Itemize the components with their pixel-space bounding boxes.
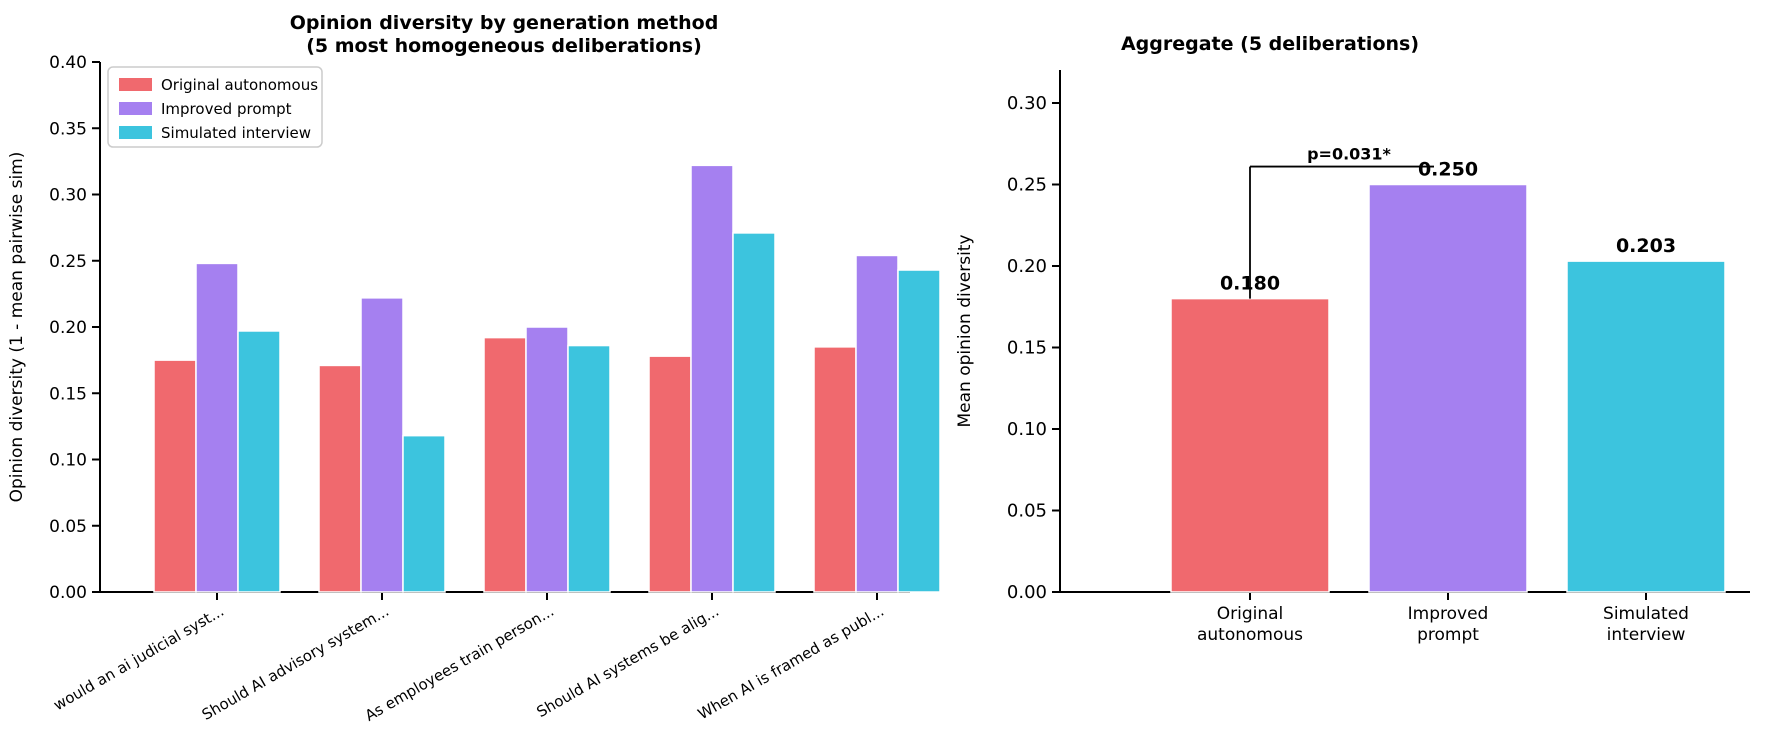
legend-label: Improved prompt <box>161 100 292 118</box>
legend-label: Simulated interview <box>161 124 311 142</box>
bar-simulated-interview <box>402 434 446 593</box>
legend-swatch <box>119 102 152 115</box>
right-chart-title: Aggregate (5 deliberations) <box>1121 33 1419 55</box>
y-tick-label: 0.40 <box>49 53 87 73</box>
x-tick-label: autonomous <box>1197 625 1303 645</box>
right-y-axis-label: Mean opinion diversity <box>955 234 975 427</box>
y-tick-label: 0.10 <box>49 451 87 471</box>
left-chart-title: Opinion diversity by generation method <box>290 12 719 34</box>
left-chart: Opinion diversity by generation method (… <box>7 12 941 725</box>
bar-improved-prompt <box>525 326 569 593</box>
left-y-axis-label: Opinion diversity (1 - mean pairwise sim… <box>7 152 27 503</box>
x-tick-label: Improved <box>1408 604 1489 624</box>
significance-p-value-label: p=0.031* <box>1307 145 1391 164</box>
bar-simulated-interview <box>897 269 941 593</box>
aggregate-bar <box>1170 297 1330 593</box>
y-tick-label: 0.20 <box>49 318 87 338</box>
x-tick-label: Should AI systems be alig... <box>533 602 722 721</box>
x-tick-label: prompt <box>1417 625 1479 645</box>
bar-original-autonomous <box>813 346 857 593</box>
y-tick-label: 0.05 <box>1007 501 1047 522</box>
legend-box <box>107 66 323 148</box>
left-chart-subtitle: (5 most homogeneous deliberations) <box>306 35 702 57</box>
bar-improved-prompt <box>360 297 404 593</box>
bar-original-autonomous <box>483 336 527 593</box>
x-tick-label: When AI is framed as publ... <box>695 602 887 723</box>
legend-label: Original autonomous <box>161 76 318 94</box>
aggregate-bar <box>1368 183 1528 593</box>
bar-original-autonomous <box>153 359 197 593</box>
left-plot-area: 0.00 0.05 0.10 0.15 0.20 0.25 0.30 0.35 0.40 woul… <box>49 53 941 725</box>
bar-improved-prompt <box>855 254 899 593</box>
y-tick-label: 0.15 <box>49 384 87 404</box>
y-tick-label: 0.25 <box>1007 175 1047 196</box>
x-tick-label: Original <box>1217 604 1284 624</box>
x-tick-label: interview <box>1607 625 1686 645</box>
legend-swatch <box>119 126 152 139</box>
y-tick-label: 0.20 <box>1007 256 1047 277</box>
y-tick-label: 0.30 <box>49 186 87 206</box>
y-tick-label: 0.30 <box>1007 93 1047 114</box>
bar-original-autonomous <box>318 364 362 593</box>
bar-simulated-interview <box>567 344 611 593</box>
y-tick-label: 0.15 <box>1007 338 1047 359</box>
bar-simulated-interview <box>732 232 776 593</box>
y-tick-label: 0.05 <box>49 517 87 537</box>
y-tick-label: 0.00 <box>49 583 87 603</box>
x-tick-label: Should AI advisory system... <box>199 602 392 724</box>
legend-swatch <box>119 78 152 91</box>
x-tick-label: As employees train person... <box>362 602 557 725</box>
x-tick-label: would an ai judicial syst... <box>50 602 227 714</box>
bar-original-autonomous <box>648 355 692 593</box>
aggregate-bar <box>1566 260 1726 593</box>
right-chart: Aggregate (5 deliberations) Mean opinion… <box>955 33 1750 645</box>
bar-simulated-interview <box>237 330 281 593</box>
bar-value-label: 0.203 <box>1616 235 1676 257</box>
y-tick-label: 0.25 <box>49 252 87 272</box>
y-tick-label: 0.00 <box>1007 582 1047 603</box>
x-tick-label: Simulated <box>1603 604 1689 624</box>
y-tick-label: 0.10 <box>1007 419 1047 440</box>
bar-value-label: 0.250 <box>1418 159 1478 181</box>
bar-improved-prompt <box>690 164 734 593</box>
y-tick-label: 0.35 <box>49 119 87 139</box>
right-plot-area: 0.000.050.100.150.200.250.300.1800.2500.… <box>1007 70 1750 645</box>
bar-improved-prompt <box>195 262 239 593</box>
